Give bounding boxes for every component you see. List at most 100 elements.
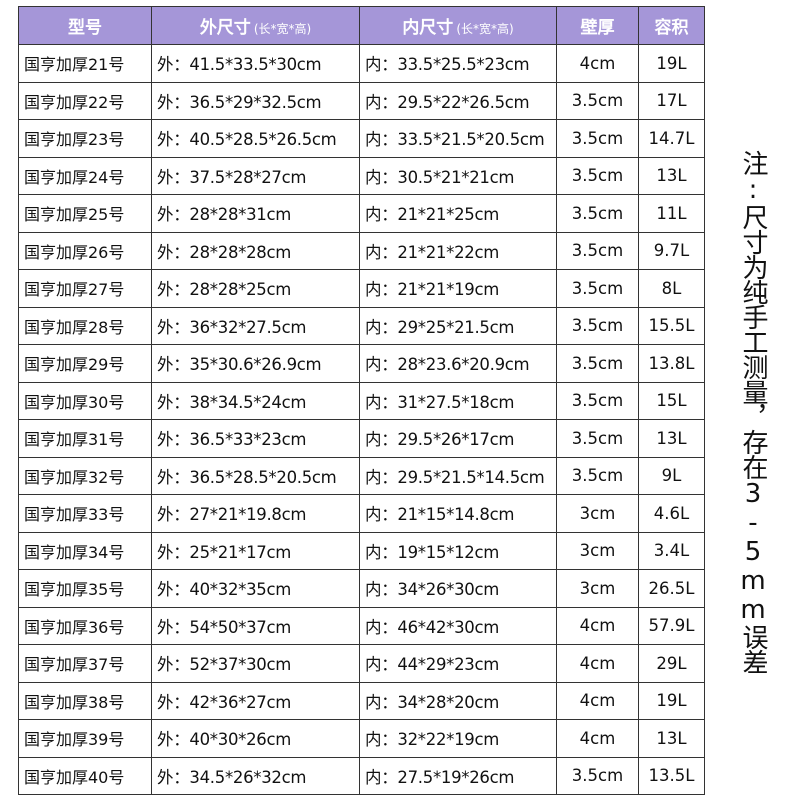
inner-size-cell: 内：30.5*21*21cm	[359, 156, 557, 195]
table-row: 国亨加厚34号 外：25*21*17cm 内：19*15*12cm 3cm 3.4L	[18, 531, 705, 570]
header-inner-size: 内尺寸 (长*宽*高)	[359, 6, 557, 45]
inner-size-cell: 内：21*15*14.8cm	[359, 494, 557, 533]
header-wall-thickness: 壁厚	[556, 6, 639, 45]
inner-size-cell: 内：34*28*20cm	[359, 681, 557, 720]
table-row: 国亨加厚27号 外：28*28*25cm 内：21*21*19cm 3.5cm 8L	[18, 269, 705, 308]
header-row: 型号 外尺寸 (长*宽*高) 内尺寸 (长*宽*高) 壁厚 容积	[18, 6, 705, 45]
model-cell: 国亨加厚24号	[18, 156, 152, 195]
capacity-cell: 4.6L	[638, 494, 705, 533]
table-row: 国亨加厚25号 外：28*28*31cm 内：21*21*25cm 3.5cm 11L	[18, 194, 705, 233]
outer-size-cell: 外：54*50*37cm	[151, 606, 360, 645]
table-header: 型号 外尺寸 (长*宽*高) 内尺寸 (长*宽*高) 壁厚 容积	[18, 6, 705, 45]
header-model: 型号	[18, 6, 152, 45]
model-cell: 国亨加厚25号	[18, 194, 152, 233]
size-spec-table: 型号 外尺寸 (长*宽*高) 内尺寸 (长*宽*高) 壁厚 容积 国亨加厚21号 外：…	[18, 6, 705, 795]
header-outer-size: 外尺寸 (长*宽*高)	[151, 6, 360, 45]
model-cell: 国亨加厚27号	[18, 269, 152, 308]
table-row: 国亨加厚30号 外：38*34.5*24cm 内：31*27.5*18cm 3.5cm…	[18, 381, 705, 420]
table-row: 国亨加厚39号 外：40*30*26cm 内：32*22*19cm 4cm 13L	[18, 719, 705, 758]
capacity-cell: 13.8L	[638, 344, 705, 383]
capacity-cell: 14.7L	[638, 119, 705, 158]
capacity-cell: 13L	[638, 719, 705, 758]
model-cell: 国亨加厚36号	[18, 606, 152, 645]
capacity-cell: 13.5L	[638, 756, 705, 795]
capacity-cell: 13L	[638, 419, 705, 458]
outer-size-cell: 外：36.5*29*32.5cm	[151, 81, 360, 120]
inner-size-cell: 内：33.5*25.5*23cm	[359, 44, 557, 83]
capacity-cell: 57.9L	[638, 606, 705, 645]
wall-thickness-cell: 3.5cm	[556, 119, 639, 158]
wall-thickness-cell: 3.5cm	[556, 756, 639, 795]
inner-size-hint: (长*宽*高)	[456, 22, 514, 36]
capacity-cell: 19L	[638, 44, 705, 83]
measurement-note: 注:尺寸为纯手工测量，存在3-5mm误差	[738, 150, 768, 674]
inner-size-cell: 内：46*42*30cm	[359, 606, 557, 645]
capacity-cell: 15L	[638, 381, 705, 420]
outer-size-cell: 外：38*34.5*24cm	[151, 381, 360, 420]
model-cell: 国亨加厚40号	[18, 756, 152, 795]
outer-size-cell: 外：40.5*28.5*26.5cm	[151, 119, 360, 158]
table-row: 国亨加厚31号 外：36.5*33*23cm 内：29.5*26*17cm 3.5cm…	[18, 419, 705, 458]
wall-thickness-cell: 3.5cm	[556, 156, 639, 195]
outer-size-cell: 外：36.5*33*23cm	[151, 419, 360, 458]
outer-size-hint: (长*宽*高)	[253, 22, 312, 36]
inner-size-cell: 内：33.5*21.5*20.5cm	[359, 119, 557, 158]
model-cell: 国亨加厚26号	[18, 231, 152, 270]
table-row: 国亨加厚38号 外：42*36*27cm 内：34*28*20cm 4cm 19L	[18, 681, 705, 720]
inner-size-cell: 内：21*21*25cm	[359, 194, 557, 233]
wall-thickness-cell: 3.5cm	[556, 381, 639, 420]
wall-thickness-cell: 4cm	[556, 44, 639, 83]
wall-thickness-cell: 3cm	[556, 494, 639, 533]
wall-thickness-cell: 3cm	[556, 569, 639, 608]
wall-thickness-cell: 3cm	[556, 531, 639, 570]
outer-size-cell: 外：36.5*28.5*20.5cm	[151, 456, 360, 495]
model-cell: 国亨加厚28号	[18, 306, 152, 345]
wall-thickness-cell: 4cm	[556, 719, 639, 758]
capacity-cell: 9.7L	[638, 231, 705, 270]
table-row: 国亨加厚23号 外：40.5*28.5*26.5cm 内：33.5*21.5*20.…	[18, 119, 705, 158]
header-capacity: 容积	[638, 6, 705, 45]
capacity-cell: 3.4L	[638, 531, 705, 570]
model-cell: 国亨加厚35号	[18, 569, 152, 608]
outer-size-cell: 外：28*28*31cm	[151, 194, 360, 233]
wall-thickness-cell: 3.5cm	[556, 81, 639, 120]
table-row: 国亨加厚32号 外：36.5*28.5*20.5cm 内：29.5*21.5*14.…	[18, 456, 705, 495]
outer-size-cell: 外：25*21*17cm	[151, 531, 360, 570]
inner-size-cell: 内：32*22*19cm	[359, 719, 557, 758]
outer-size-cell: 外：42*36*27cm	[151, 681, 360, 720]
table-row: 国亨加厚40号 外：34.5*26*32cm 内：27.5*19*26cm 3.5cm…	[18, 756, 705, 795]
capacity-cell: 26.5L	[638, 569, 705, 608]
model-cell: 国亨加厚30号	[18, 381, 152, 420]
capacity-cell: 9L	[638, 456, 705, 495]
table-row: 国亨加厚29号 外：35*30.6*26.9cm 内：28*23.6*20.9cm 3…	[18, 344, 705, 383]
table-row: 国亨加厚35号 外：40*32*35cm 内：34*26*30cm 3cm 26.5L	[18, 569, 705, 608]
table-row: 国亨加厚22号 外：36.5*29*32.5cm 内：29.5*22*26.5cm 3…	[18, 81, 705, 120]
model-cell: 国亨加厚23号	[18, 119, 152, 158]
capacity-cell: 11L	[638, 194, 705, 233]
outer-size-cell: 外：40*32*35cm	[151, 569, 360, 608]
table-row: 国亨加厚37号 外：52*37*30cm 内：44*29*23cm 4cm 29L	[18, 644, 705, 683]
outer-size-cell: 外：27*21*19.8cm	[151, 494, 360, 533]
table-row: 国亨加厚36号 外：54*50*37cm 内：46*42*30cm 4cm 57.9L	[18, 606, 705, 645]
capacity-cell: 8L	[638, 269, 705, 308]
inner-size-cell: 内：29.5*21.5*14.5cm	[359, 456, 557, 495]
table-row: 国亨加厚33号 外：27*21*19.8cm 内：21*15*14.8cm 3cm 4.…	[18, 494, 705, 533]
model-cell: 国亨加厚22号	[18, 81, 152, 120]
model-cell: 国亨加厚39号	[18, 719, 152, 758]
table-row: 国亨加厚24号 外：37.5*28*27cm 内：30.5*21*21cm 3.5cm…	[18, 156, 705, 195]
capacity-cell: 15.5L	[638, 306, 705, 345]
wall-thickness-cell: 3.5cm	[556, 344, 639, 383]
wall-thickness-cell: 3.5cm	[556, 419, 639, 458]
outer-size-cell: 外：36*32*27.5cm	[151, 306, 360, 345]
outer-size-cell: 外：37.5*28*27cm	[151, 156, 360, 195]
wall-thickness-cell: 3.5cm	[556, 231, 639, 270]
model-cell: 国亨加厚38号	[18, 681, 152, 720]
inner-size-cell: 内：28*23.6*20.9cm	[359, 344, 557, 383]
outer-size-cell: 外：35*30.6*26.9cm	[151, 344, 360, 383]
inner-size-cell: 内：34*26*30cm	[359, 569, 557, 608]
inner-size-cell: 内：31*27.5*18cm	[359, 381, 557, 420]
outer-size-cell: 外：41.5*33.5*30cm	[151, 44, 360, 83]
model-cell: 国亨加厚32号	[18, 456, 152, 495]
wall-thickness-cell: 4cm	[556, 606, 639, 645]
inner-size-cell: 内：19*15*12cm	[359, 531, 557, 570]
